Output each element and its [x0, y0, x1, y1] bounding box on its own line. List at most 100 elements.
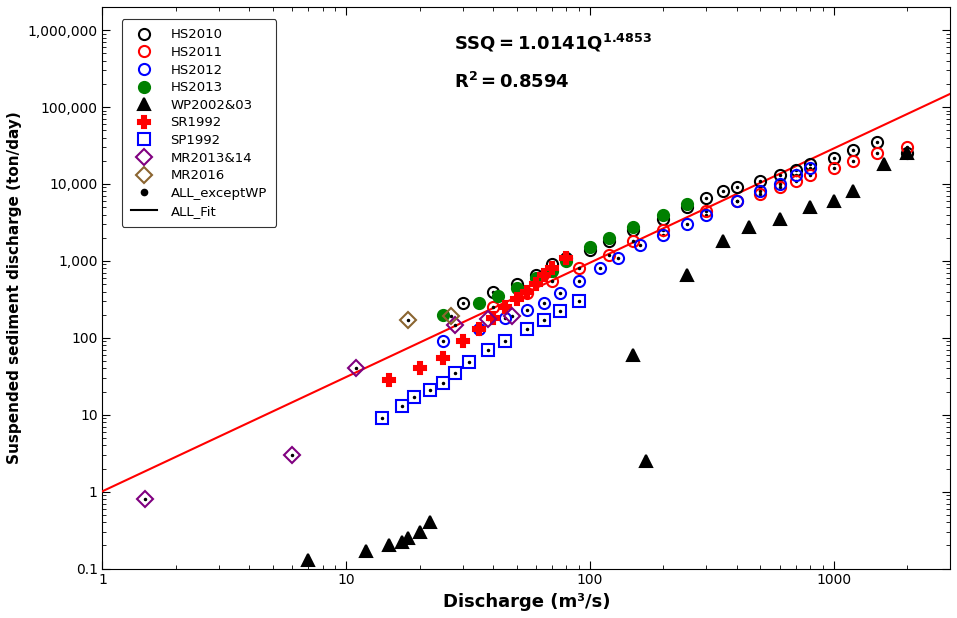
ALL_Fit	[630, 237, 641, 245]
HS2012	[554, 289, 566, 297]
Line: ALL_exceptWP: ALL_exceptWP	[144, 140, 909, 501]
ALL_Fit	[945, 90, 956, 98]
HS2012	[790, 172, 802, 179]
HS2013	[493, 292, 504, 300]
HS2010	[828, 154, 839, 161]
MR2013&14	[450, 322, 461, 329]
Text: $\mathbf{SSQ = 1.0141Q^{1.4853}}$: $\mathbf{SSQ = 1.0141Q^{1.4853}}$	[455, 32, 652, 54]
MR2013&14	[481, 315, 493, 323]
SP1992	[376, 415, 388, 422]
Text: $\mathbf{R^2 = 0.8594}$: $\mathbf{R^2 = 0.8594}$	[455, 72, 569, 91]
HS2013	[437, 311, 449, 318]
HS2013	[530, 274, 542, 282]
HS2010	[604, 237, 615, 245]
Line: HS2010: HS2010	[457, 137, 913, 309]
SP1992	[463, 358, 475, 366]
SP1992	[554, 308, 566, 315]
HS2010	[717, 188, 728, 195]
HS2010	[731, 184, 743, 191]
HS2011	[731, 197, 743, 205]
SP1992	[500, 337, 511, 345]
WP2002&03	[878, 161, 889, 168]
HS2010	[627, 227, 638, 234]
ALL_Fit	[433, 330, 444, 337]
ALL_exceptWP	[701, 207, 712, 214]
HS2011	[546, 277, 558, 284]
SP1992	[437, 379, 449, 386]
SR1992	[530, 281, 542, 288]
ALL_exceptWP	[573, 297, 585, 305]
HS2010	[511, 281, 523, 288]
HS2010	[681, 203, 693, 211]
HS2012	[521, 307, 532, 314]
HS2012	[539, 300, 550, 307]
WP2002&03	[360, 547, 371, 554]
MR2013&14	[286, 451, 298, 459]
ALL_exceptWP	[554, 308, 566, 315]
HS2011	[657, 227, 669, 234]
WP2002&03	[302, 556, 314, 564]
ALL_exceptWP	[521, 325, 532, 332]
WP2002&03	[424, 519, 435, 526]
SR1992	[487, 315, 499, 322]
Line: MR2016: MR2016	[403, 311, 456, 326]
SR1992	[384, 376, 395, 384]
ALL_exceptWP	[350, 365, 362, 372]
MR2016	[446, 313, 457, 320]
ALL_Fit	[373, 358, 385, 365]
HS2011	[573, 265, 585, 272]
HS2011	[487, 303, 499, 311]
MR2016	[403, 316, 414, 324]
WP2002&03	[774, 215, 786, 222]
HS2010	[657, 215, 669, 222]
SP1992	[424, 386, 435, 394]
HS2013	[546, 267, 558, 274]
HS2012	[774, 180, 786, 188]
HS2011	[701, 207, 712, 214]
SP1992	[481, 346, 493, 353]
SR1992	[511, 295, 523, 303]
SR1992	[413, 365, 425, 372]
HS2010	[847, 146, 858, 153]
Legend: HS2010, HS2011, HS2012, HS2013, WP2002&03, SR1992, SP1992, MR2013&14, MR2016, AL: HS2010, HS2011, HS2012, HS2013, WP2002&0…	[122, 19, 277, 227]
HS2010	[755, 177, 767, 185]
HS2013	[657, 211, 669, 218]
HS2012	[594, 265, 606, 272]
HS2012	[500, 315, 511, 322]
SP1992	[409, 393, 420, 400]
HS2010	[805, 161, 816, 168]
HS2013	[681, 200, 693, 208]
MR2013&14	[140, 496, 151, 503]
HS2010	[456, 300, 468, 307]
HS2010	[701, 195, 712, 202]
HS2012	[805, 164, 816, 172]
HS2010	[561, 254, 572, 261]
HS2012	[681, 221, 693, 228]
HS2011	[774, 184, 786, 191]
HS2011	[755, 190, 767, 197]
SR1992	[521, 288, 532, 295]
WP2002&03	[828, 197, 839, 205]
HS2013	[604, 234, 615, 242]
HS2011	[790, 177, 802, 185]
HS2012	[573, 277, 585, 284]
ALL_exceptWP	[446, 313, 457, 320]
SP1992	[521, 325, 532, 332]
Line: WP2002&03: WP2002&03	[303, 148, 913, 565]
ALL_Fit	[713, 199, 724, 206]
Line: SP1992: SP1992	[375, 295, 585, 425]
HS2011	[627, 237, 638, 245]
HS2012	[755, 188, 767, 195]
HS2010	[871, 138, 882, 146]
WP2002&03	[901, 150, 913, 157]
HS2010	[790, 167, 802, 174]
Y-axis label: Suspended sediment discharge (ton/day): Suspended sediment discharge (ton/day)	[7, 111, 22, 464]
SR1992	[546, 265, 558, 272]
HS2011	[604, 251, 615, 258]
HS2011	[871, 150, 882, 157]
ALL_exceptWP	[871, 138, 882, 146]
SR1992	[539, 271, 550, 279]
SR1992	[500, 303, 511, 311]
Line: MR2013&14: MR2013&14	[140, 310, 518, 505]
HS2011	[805, 172, 816, 179]
